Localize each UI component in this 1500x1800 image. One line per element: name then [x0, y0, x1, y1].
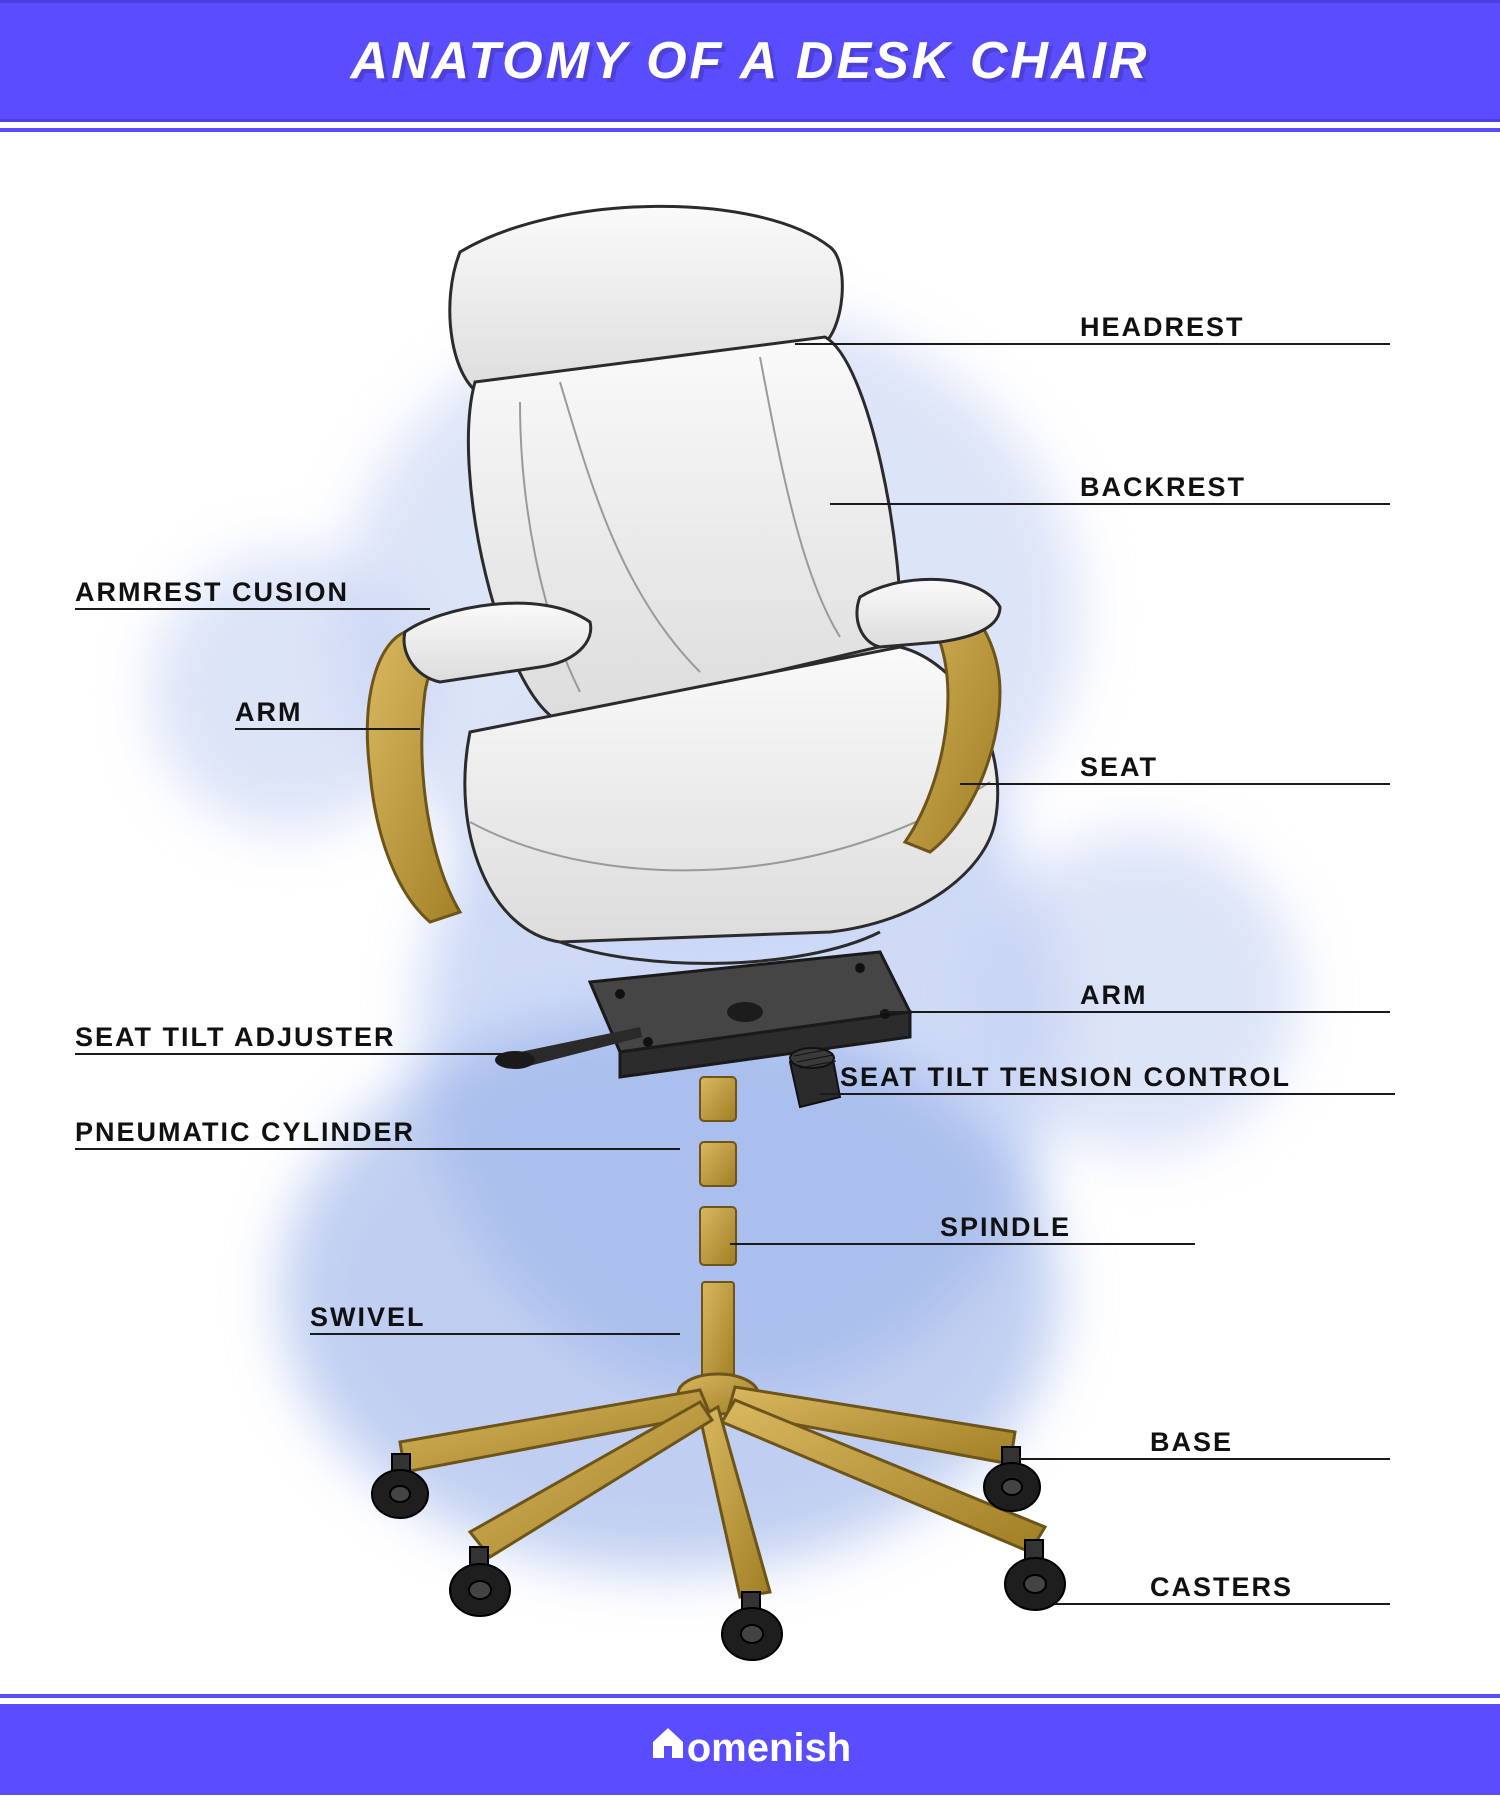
- leader-backrest: [830, 503, 1390, 505]
- label-armrest-cusion: ARMREST CUSION: [75, 577, 349, 608]
- leader-seat: [960, 783, 1390, 785]
- label-pneumatic: PNEUMATIC CYLINDER: [75, 1117, 415, 1148]
- base-star: [400, 1374, 1045, 1597]
- brand-logo: omenish: [649, 1726, 851, 1770]
- footer-band: omenish: [0, 1704, 1500, 1795]
- label-tension: SEAT TILT TENSION CONTROL: [840, 1062, 1291, 1093]
- label-seat: SEAT: [1080, 752, 1158, 783]
- page-title: ANATOMY OF A DESK CHAIR: [0, 31, 1500, 91]
- leader-tension: [820, 1093, 1395, 1095]
- tension-knob: [790, 1048, 840, 1107]
- header-band: ANATOMY OF A DESK CHAIR: [0, 0, 1500, 122]
- label-tilt-adjuster: SEAT TILT ADJUSTER: [75, 1022, 396, 1053]
- leader-tilt-adjuster: [75, 1053, 520, 1055]
- leader-arm-right: [880, 1011, 1390, 1013]
- leader-spindle: [730, 1243, 1195, 1245]
- leader-armrest-cusion: [75, 608, 430, 610]
- label-backrest: BACKREST: [1080, 472, 1246, 503]
- label-base: BASE: [1150, 1427, 1233, 1458]
- brand-text: omenish: [687, 1726, 851, 1770]
- label-arm-left: ARM: [235, 697, 303, 728]
- leader-arm-left: [235, 728, 420, 730]
- label-swivel: SWIVEL: [310, 1302, 426, 1333]
- spindle-shape: [702, 1282, 734, 1382]
- pneumatic-cylinder: [700, 1077, 736, 1265]
- label-arm-right: ARM: [1080, 980, 1148, 1011]
- leader-casters: [1055, 1603, 1390, 1605]
- leader-swivel: [310, 1333, 680, 1335]
- diagram-area: HEADREST BACKREST SEAT ARM SEAT TILT TENSION…: [0, 128, 1500, 1698]
- label-headrest: HEADREST: [1080, 312, 1245, 343]
- label-spindle: SPINDLE: [940, 1212, 1071, 1243]
- chair-illustration: [0, 132, 1500, 1702]
- mechanism-plate: [590, 952, 910, 1077]
- leader-pneumatic: [75, 1148, 680, 1150]
- house-icon: [649, 1724, 687, 1770]
- label-casters: CASTERS: [1150, 1572, 1293, 1603]
- leader-headrest: [795, 343, 1390, 345]
- leader-base: [1020, 1458, 1390, 1460]
